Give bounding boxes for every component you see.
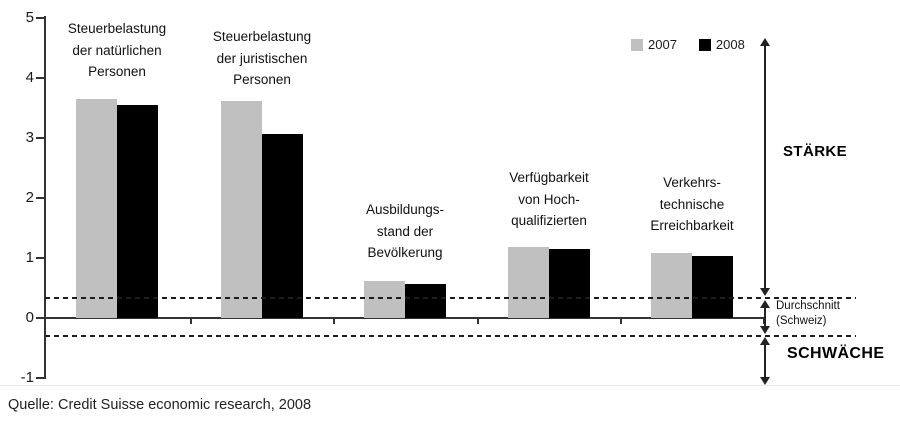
y-tick-label: 5: [25, 9, 34, 26]
category-label-line: Personen: [233, 72, 291, 87]
arrow-down-icon: [760, 377, 770, 385]
y-tick-label: 0: [25, 309, 34, 326]
average-label: Durchschnitt (Schweiz): [776, 299, 840, 329]
legend-label: 2007: [648, 37, 677, 52]
bar-2008-group-2: [262, 134, 303, 318]
y-tick: [36, 377, 45, 379]
bar-2007-group-1: [76, 99, 117, 318]
y-tick: [36, 137, 45, 139]
category-label-line: Ausbildungs-: [365, 202, 445, 217]
category-label-line: der natürlichen: [72, 42, 162, 58]
x-tick: [190, 318, 192, 324]
category-label-line: Verkehrs-: [663, 175, 721, 190]
category-label-line: qualifizierten: [511, 213, 587, 228]
legend: 2007 2008: [631, 37, 745, 52]
strength-label: STÄRKE: [783, 143, 848, 160]
y-tick: [36, 257, 45, 259]
legend-item-2008: 2008: [698, 37, 745, 52]
arrow-down-icon: [760, 288, 770, 296]
bar-2008-group-5: [692, 256, 733, 318]
category-label-group-2: Steuerbelastung der juristischen Personen: [170, 26, 354, 91]
x-tick: [620, 318, 622, 324]
y-tick: [36, 317, 45, 319]
arrow-up-icon: [760, 337, 770, 345]
reference-dashed-line: [45, 297, 856, 300]
y-axis: [44, 16, 46, 379]
legend-label: 2008: [715, 37, 745, 52]
strength-range-arrow: [759, 38, 771, 296]
y-tick-label: 4: [25, 69, 34, 86]
y-tick: [36, 197, 45, 199]
weakness-range-arrow: [759, 337, 771, 385]
bar-2008-group-4: [549, 249, 590, 318]
category-label-line: Personen: [88, 64, 146, 79]
category-label-line: Steuerbelastung: [67, 21, 167, 36]
category-label-line: der juristischen: [216, 50, 308, 66]
arrow-up-icon: [760, 300, 770, 308]
average-label-line1: Durchschnitt: [776, 300, 840, 312]
bar-2007-group-2: [221, 101, 262, 318]
legend-item-2007: 2007: [631, 37, 677, 52]
y-tick-label: 1: [25, 249, 34, 266]
category-label-line: technische: [659, 196, 725, 212]
y-tick: [36, 77, 45, 79]
divider-line: [0, 385, 900, 386]
legend-swatch-icon: [631, 38, 643, 51]
x-tick: [333, 318, 335, 324]
bar-2008-group-1: [117, 105, 158, 318]
category-label-line: von Hoch-: [518, 191, 580, 207]
bar-2007-group-5: [651, 253, 692, 318]
source-text: Quelle: Credit Suisse economic research,…: [8, 397, 312, 413]
x-tick: [477, 318, 479, 324]
bar-2007-group-4: [508, 247, 549, 318]
weakness-label: SCHWÄCHE: [787, 345, 885, 362]
category-label-line: Erreichbarkeit: [650, 218, 734, 233]
bar-2007-group-3: [364, 281, 405, 318]
category-label-group-1: Steuerbelastung der natürlichen Personen: [25, 18, 209, 83]
x-axis: [44, 317, 766, 319]
category-label-line: stand der: [376, 223, 434, 239]
y-tick-label: 2: [25, 189, 34, 206]
average-label-line2: (Schweiz): [776, 315, 827, 327]
arrow-up-icon: [760, 38, 770, 46]
average-range-arrow: [759, 300, 771, 334]
bar-2008-group-3: [405, 284, 446, 318]
category-label-group-4: Verfügbarkeit von Hoch-qualifizierten: [457, 167, 641, 232]
reference-dashed-line: [45, 335, 856, 337]
category-label-line: Bevölkerung: [367, 245, 443, 260]
y-tick-label: -1: [20, 369, 34, 386]
category-label-line: Verfügbarkeit: [509, 170, 589, 185]
category-label-group-5: Verkehrs-technische Erreichbarkeit: [600, 172, 784, 237]
arrow-down-icon: [760, 326, 770, 334]
y-tick-label: 3: [25, 129, 34, 146]
category-label-group-3: Ausbildungs-stand der Bevölkerung: [313, 199, 497, 264]
category-label-line: Steuerbelastung: [212, 29, 312, 44]
y-tick: [36, 17, 45, 19]
legend-swatch-icon: [698, 38, 711, 51]
